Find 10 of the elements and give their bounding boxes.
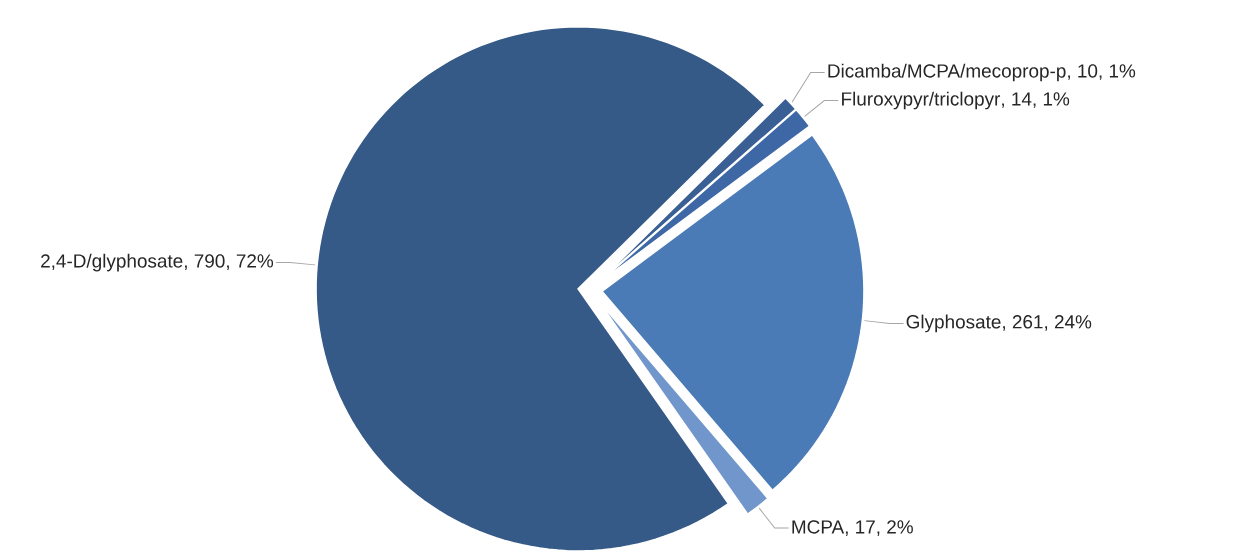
slice-label: MCPA (792, 520, 845, 534)
slice-label: 2,4-D/glyphosate (41, 253, 183, 272)
slice-label: Glyphosate (906, 314, 1001, 333)
data-label: , 17, 2% (845, 520, 913, 537)
data-label: , 10, 1% (1068, 64, 1136, 81)
data-label: , 261, 24% (1003, 315, 1092, 331)
slice-label: Fluroxypyr/triclopyr (842, 91, 1001, 110)
data-label: , 14, 1% (1002, 92, 1070, 109)
data-label: , 790, 72% (184, 254, 274, 271)
slice-label: Dicamba/MCPA/mecoprop-p (828, 63, 1066, 82)
